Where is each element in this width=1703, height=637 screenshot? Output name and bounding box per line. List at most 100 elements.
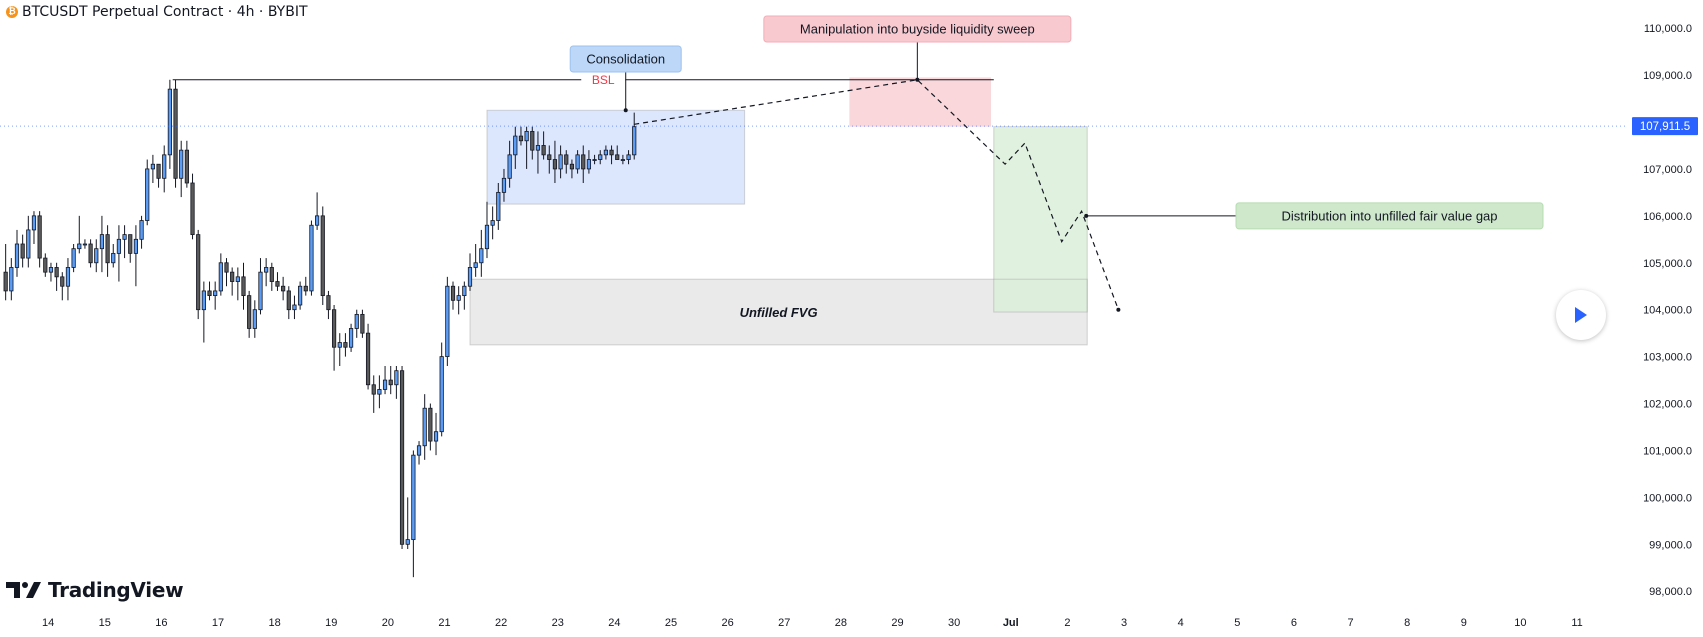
candle-body	[179, 149, 184, 179]
candle	[433, 412, 439, 456]
candle-body	[281, 285, 286, 292]
bsl-label: BSL	[592, 73, 615, 87]
candle-body	[235, 276, 240, 282]
candle-body	[365, 332, 371, 386]
target-zone	[993, 126, 1088, 313]
candle-body	[111, 252, 116, 264]
y-tick-label: 106,000.0	[1643, 211, 1692, 223]
distribution-callout-text: Distribution into unfilled fair value ga…	[1281, 208, 1497, 223]
candle-body	[377, 389, 382, 395]
candle	[632, 112, 637, 160]
candle	[3, 244, 8, 301]
x-tick-label: 22	[495, 617, 507, 629]
candle	[620, 154, 625, 165]
candle-body	[552, 159, 558, 170]
candle	[133, 225, 139, 287]
candle-body	[269, 267, 274, 282]
candle-body	[247, 295, 252, 329]
candle	[298, 281, 303, 310]
candle	[343, 333, 348, 357]
candle	[445, 276, 450, 366]
candle	[564, 150, 569, 174]
candle-body	[77, 243, 82, 250]
candle	[252, 300, 257, 338]
candle	[575, 150, 580, 174]
y-tick-label: 98,000.0	[1649, 586, 1692, 598]
sweep-callout-box	[763, 15, 1072, 43]
candle	[518, 126, 524, 146]
candle-body	[298, 285, 303, 306]
candle	[269, 262, 274, 291]
candle-body	[133, 238, 139, 254]
candle	[365, 323, 371, 390]
candle	[145, 159, 150, 226]
candle	[162, 145, 167, 193]
candle-body	[190, 182, 195, 236]
candle	[411, 450, 416, 578]
candle-body	[9, 267, 14, 292]
candle	[43, 253, 48, 277]
candle	[88, 239, 93, 268]
y-tick-label: 100,000.0	[1643, 492, 1692, 504]
candle	[467, 253, 473, 291]
tradingview-logo[interactable]: TradingView	[6, 578, 184, 602]
x-tick-label: 9	[1461, 617, 1467, 629]
projection-path	[634, 79, 1119, 310]
x-tick-label: 23	[552, 617, 564, 629]
x-tick-label: 7	[1347, 617, 1353, 629]
candle	[331, 305, 337, 371]
candle	[264, 258, 269, 287]
candle-body	[496, 191, 501, 221]
candle-body	[326, 295, 331, 311]
x-tick-label: 19	[325, 617, 337, 629]
candle-body	[518, 135, 524, 142]
play-button[interactable]	[1556, 290, 1606, 340]
candle	[14, 229, 20, 277]
x-tick-label: 29	[891, 617, 903, 629]
chart-title: BTCUSDT Perpetual Contract · 4h · BYBIT	[22, 4, 308, 20]
candle-body	[286, 290, 291, 311]
candle-body	[371, 384, 376, 395]
candle	[394, 366, 399, 399]
candle-body	[162, 154, 167, 179]
candle-body	[467, 267, 473, 287]
sweep-callout-text: Manipulation into buyside liquidity swee…	[800, 22, 1035, 37]
candle	[286, 286, 291, 320]
candle-body	[224, 262, 229, 273]
candle	[241, 262, 246, 310]
candle	[190, 173, 195, 240]
y-tick-label: 109,000.0	[1643, 70, 1692, 82]
candle-body	[31, 215, 37, 231]
candle-body	[586, 159, 592, 170]
x-tick-label: 3	[1121, 617, 1127, 629]
candle	[552, 140, 558, 183]
candle-body	[547, 154, 552, 160]
candle	[496, 183, 501, 230]
candle-body	[632, 126, 637, 156]
candle	[128, 234, 133, 263]
candle-body	[428, 407, 433, 442]
candle	[82, 239, 88, 249]
candle	[586, 150, 592, 174]
candle-body	[524, 130, 529, 142]
x-tick-label: 24	[608, 617, 620, 629]
candle	[65, 258, 71, 301]
candle-body	[581, 154, 586, 170]
candle-body	[48, 267, 54, 273]
candle	[422, 394, 427, 460]
candle	[399, 366, 405, 549]
candle	[196, 229, 201, 320]
candle-body	[445, 285, 450, 358]
y-tick-label: 99,000.0	[1649, 539, 1692, 551]
tradingview-logo-icon	[6, 582, 41, 598]
x-tick-label: 15	[99, 617, 111, 629]
candle	[179, 140, 184, 198]
candle	[473, 244, 478, 277]
candle-body	[320, 215, 325, 297]
x-tick-label: 18	[269, 617, 281, 629]
candle	[416, 441, 422, 465]
candle	[371, 375, 376, 413]
candle-body	[264, 267, 269, 273]
candle-body	[479, 248, 484, 264]
